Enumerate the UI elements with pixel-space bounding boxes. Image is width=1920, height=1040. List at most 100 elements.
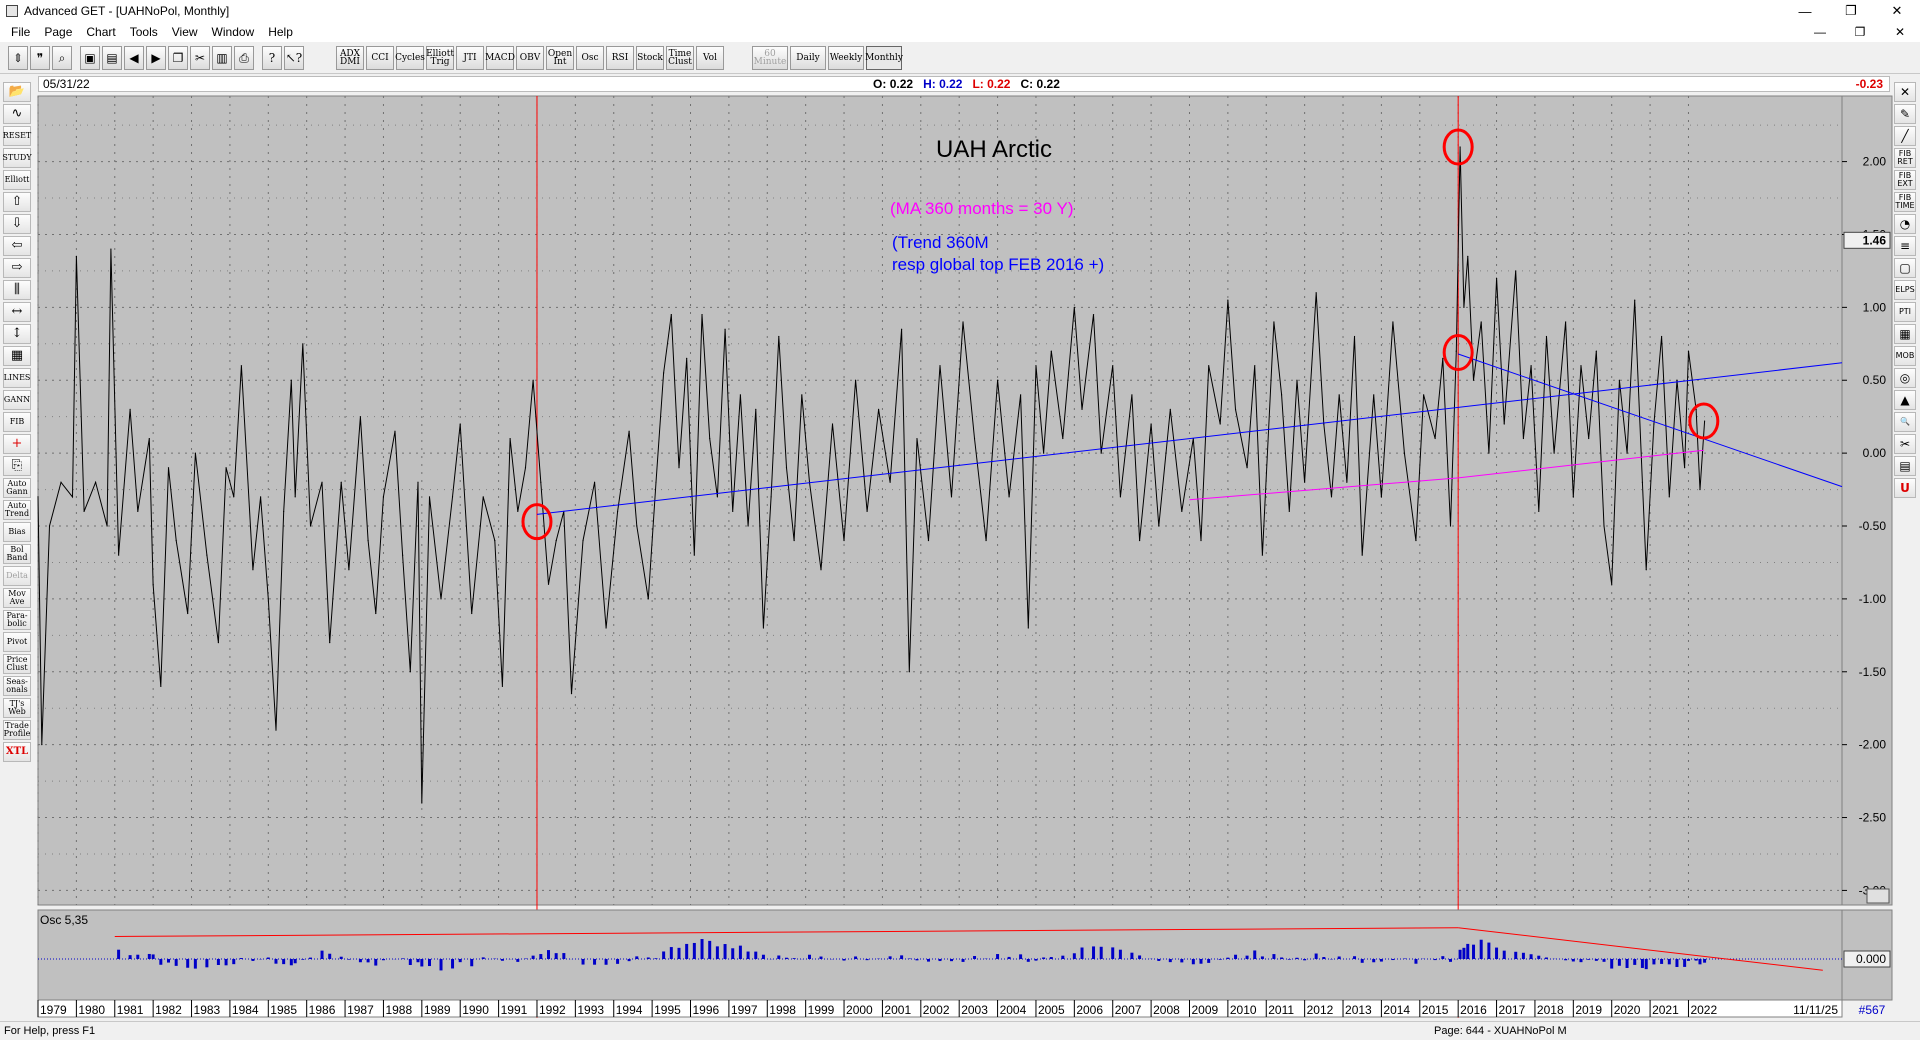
print-icon[interactable]: ▣ — [80, 46, 100, 70]
tool-bol-band-button[interactable]: Bol Band — [3, 544, 31, 564]
arrow-up-icon[interactable]: ⇧ — [3, 192, 31, 212]
data-point — [939, 365, 941, 367]
save-icon[interactable]: ▤ — [102, 46, 122, 70]
pencil-icon[interactable]: ✎ — [1894, 104, 1916, 124]
study-button-rsi[interactable]: RSI — [606, 46, 634, 70]
study-button-cycles[interactable]: Cycles — [395, 46, 425, 70]
grid-tool-icon[interactable]: ▦ — [1894, 324, 1916, 344]
rectangle-icon[interactable]: ▢ — [1894, 258, 1916, 278]
study-button-jti[interactable]: JTI — [456, 46, 484, 70]
tool-mov-ave-button[interactable]: Mov Ave — [3, 588, 31, 608]
data-point — [866, 510, 868, 513]
data-point — [1062, 437, 1064, 440]
arc-icon[interactable]: ◔ — [1894, 214, 1916, 234]
period-button-weekly[interactable]: Weekly — [828, 46, 864, 70]
tool-seas-onals-button[interactable]: Seas-onals — [3, 676, 31, 696]
study-button-time-clust[interactable]: Time Clust — [666, 46, 694, 70]
study-button-elliott-trig[interactable]: Elliott Trig — [426, 46, 454, 70]
pti-icon[interactable]: PTI — [1894, 302, 1916, 322]
open-folder-icon[interactable]: 📂 — [3, 82, 31, 102]
tool-auto-trend-button[interactable]: Auto Trend — [3, 500, 31, 520]
period-button-monthly[interactable]: Monthly — [865, 46, 903, 70]
period-button-daily[interactable]: Daily — [790, 46, 826, 70]
crosshair-icon[interactable]: + — [3, 434, 31, 454]
paste-icon[interactable]: ▥ — [212, 46, 232, 70]
tool-trade-profile-button[interactable]: Trade Profile — [3, 720, 31, 740]
arrow-down-icon[interactable]: ⇩ — [3, 214, 31, 234]
cycle-icon[interactable]: ∿ — [3, 104, 31, 124]
study-button-macd[interactable]: MACD — [485, 46, 515, 70]
expand-h-icon[interactable]: ↔ — [3, 302, 31, 322]
close-tool-icon[interactable]: ✕ — [1894, 82, 1916, 102]
data-point — [1392, 321, 1394, 323]
period-button-60-minute[interactable]: 60 Minute — [752, 46, 788, 70]
doc-restore-button[interactable]: ❐ — [1854, 25, 1866, 39]
study-button-stock[interactable]: Stock — [636, 46, 664, 70]
back-icon[interactable]: ◀ — [124, 46, 144, 70]
arrow-left-icon[interactable]: ⇦ — [3, 236, 31, 256]
data-point — [37, 496, 39, 498]
fib-icon[interactable]: FIB — [3, 412, 31, 432]
study-button-open-int[interactable]: Open Int — [546, 46, 574, 70]
tool-pivot-button[interactable]: Pivot — [3, 632, 31, 652]
menu-tools[interactable]: Tools — [129, 25, 158, 39]
expand-v-icon[interactable]: ↕ — [3, 324, 31, 344]
elliott-icon[interactable]: Elliott — [3, 170, 31, 190]
study-button-vol[interactable]: Vol — [696, 46, 724, 70]
data-point — [547, 583, 550, 585]
triangle-icon[interactable]: ▲ — [1894, 390, 1916, 410]
study-button-osc[interactable]: Osc — [576, 46, 604, 70]
bars-icon[interactable]: ⫼ — [3, 280, 31, 300]
minimize-button[interactable]: — — [1798, 3, 1812, 19]
study-button-obv[interactable]: OBV — [516, 46, 544, 70]
fib-ret-icon[interactable]: FIB RET — [1894, 148, 1916, 168]
gann-icon[interactable]: GANN — [3, 390, 31, 410]
target-icon[interactable]: ◎ — [1894, 368, 1916, 388]
copy-icon[interactable]: ❐ — [168, 46, 188, 70]
menu-window[interactable]: Window — [211, 25, 255, 39]
channel-icon[interactable]: ≡ — [1894, 236, 1916, 256]
arrow-right-icon[interactable]: ⇨ — [3, 258, 31, 278]
trendline-icon[interactable]: ╱ — [1894, 126, 1916, 146]
study-button-adx-dmi[interactable]: ADX DMI — [336, 46, 364, 70]
export-icon[interactable]: ⎘ — [3, 456, 31, 476]
tool-delta-button[interactable]: Delta — [3, 566, 31, 586]
reset-icon[interactable]: RESET — [3, 126, 31, 146]
help-icon[interactable]: ? — [262, 46, 282, 70]
magnify-icon[interactable]: ⌕ — [52, 46, 72, 70]
doc-minimize-button[interactable]: — — [1814, 25, 1826, 39]
tool-price-clust-button[interactable]: Price Clust — [3, 654, 31, 674]
fib-time-icon[interactable]: FIB TIME — [1894, 192, 1916, 212]
tool-bias-button[interactable]: Bias — [3, 522, 31, 542]
tool-para-bolic-button[interactable]: Para-bolic — [3, 610, 31, 630]
menu-view[interactable]: View — [171, 25, 198, 39]
fib-ext-icon[interactable]: FIB EXT — [1894, 170, 1916, 190]
doc-close-button[interactable]: ✕ — [1894, 25, 1906, 39]
maximize-button[interactable]: ❐ — [1845, 3, 1857, 18]
grid-icon[interactable]: ▦ — [3, 346, 31, 366]
u-icon[interactable]: U — [1894, 478, 1916, 498]
study-icon[interactable]: STUDY — [2, 148, 32, 168]
menu-chart[interactable]: Chart — [86, 25, 116, 39]
tool-tj-s-web-button[interactable]: TJ's Web — [3, 698, 31, 718]
print2-icon[interactable]: ⎙ — [234, 46, 254, 70]
pointer-icon[interactable]: ⇕ — [8, 46, 28, 70]
zoom-icon[interactable]: 🔍 — [1894, 412, 1916, 432]
cut-icon[interactable]: ✂ — [190, 46, 210, 70]
lines-icon[interactable]: LINES — [3, 368, 31, 388]
list-icon[interactable]: ▤ — [1894, 456, 1916, 476]
forward-icon[interactable]: ▶ — [146, 46, 166, 70]
tool-auto-gann-button[interactable]: Auto Gann — [3, 478, 31, 498]
close-button[interactable]: ✕ — [1891, 3, 1903, 18]
study-button-cci[interactable]: CCI — [366, 46, 394, 70]
menu-file[interactable]: File — [11, 25, 31, 39]
menu-page[interactable]: Page — [44, 25, 73, 39]
quote-icon[interactable]: ❞ — [30, 46, 50, 70]
menu-help[interactable]: Help — [268, 25, 293, 39]
erase-icon[interactable]: ✂ — [1894, 434, 1916, 454]
tool-xtl-button[interactable]: XTL — [3, 742, 31, 762]
ellipse-icon[interactable]: ELPS — [1894, 280, 1916, 300]
context-help-icon[interactable]: ↖? — [284, 46, 304, 70]
mob-icon[interactable]: MOB — [1894, 346, 1916, 366]
